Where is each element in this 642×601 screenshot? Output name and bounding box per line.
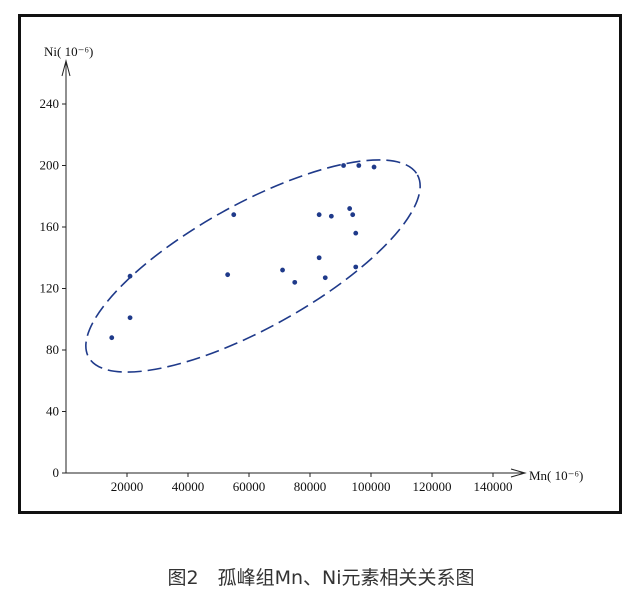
figure-caption: 图2 孤峰组Mn、Ni元素相关关系图 bbox=[167, 567, 475, 589]
data-point bbox=[350, 212, 356, 218]
chart-frame: 20000 40000 60000 80000 100000 120000 140000 0 4… bbox=[18, 14, 622, 514]
data-point bbox=[316, 212, 322, 218]
x-tick-label: 100000 bbox=[352, 479, 391, 494]
data-point bbox=[353, 230, 359, 236]
data-point bbox=[292, 279, 298, 285]
x-tick-label: 120000 bbox=[413, 479, 452, 494]
data-point bbox=[316, 255, 322, 261]
y-axis-arrow bbox=[61, 59, 71, 77]
x-tick-label: 140000 bbox=[474, 479, 513, 494]
x-tick-label: 40000 bbox=[172, 479, 205, 494]
y-axis-label: Ni( 10⁻⁶) bbox=[44, 44, 93, 59]
x-axis-arrow bbox=[510, 468, 527, 478]
y-tick-label: 40 bbox=[46, 404, 59, 419]
axes: 20000 40000 60000 80000 100000 120000 140000 0 4… bbox=[40, 59, 527, 494]
y-tick-label: 200 bbox=[40, 158, 60, 173]
chart-border bbox=[18, 14, 622, 514]
y-tick-label: 120 bbox=[40, 281, 60, 296]
y-tick-label: 0 bbox=[53, 465, 60, 480]
cluster-ellipse bbox=[85, 159, 421, 373]
data-point bbox=[109, 335, 115, 341]
data-point bbox=[127, 273, 133, 279]
x-axis-label: Mn( 10⁻⁶) bbox=[529, 468, 583, 483]
data-points bbox=[109, 163, 377, 341]
x-tick-label: 80000 bbox=[294, 479, 327, 494]
data-point bbox=[322, 275, 328, 281]
scatter-chart: 20000 40000 60000 80000 100000 120000 140000 0 4… bbox=[18, 14, 622, 514]
data-point bbox=[341, 163, 346, 168]
data-point bbox=[127, 315, 133, 321]
data-point bbox=[231, 212, 237, 218]
data-point bbox=[225, 272, 231, 278]
x-tick-label: 20000 bbox=[111, 479, 144, 494]
data-point bbox=[347, 206, 353, 211]
data-point bbox=[371, 164, 377, 170]
data-point bbox=[328, 213, 334, 219]
data-point bbox=[356, 163, 362, 168]
cluster-ellipse-outline bbox=[85, 159, 421, 373]
x-tick-label: 60000 bbox=[233, 479, 266, 494]
y-tick-label: 160 bbox=[40, 219, 60, 234]
data-point bbox=[280, 267, 285, 273]
y-tick-label: 240 bbox=[40, 96, 60, 111]
data-point bbox=[353, 264, 359, 270]
y-tick-label: 80 bbox=[46, 342, 59, 357]
